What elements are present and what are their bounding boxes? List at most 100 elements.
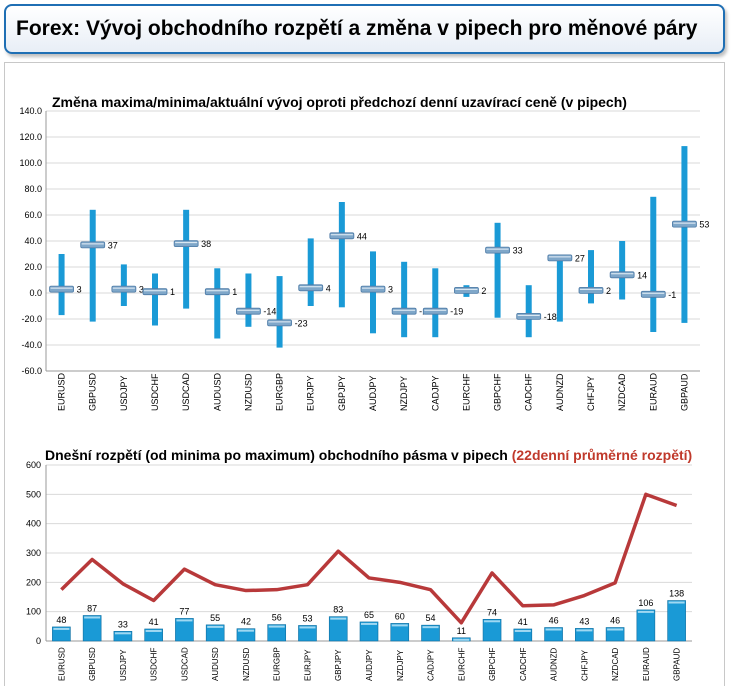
range-bar: [556, 259, 563, 322]
category-label: CHFJPY: [580, 649, 589, 681]
range-bar: [205, 624, 225, 642]
average-range-line: [60, 492, 678, 625]
value-label: 1: [232, 287, 237, 297]
bar-highlight: [176, 619, 193, 622]
range-bar: [52, 626, 71, 642]
y-tick-label: 20.0: [24, 262, 42, 272]
range-bar: [298, 625, 317, 642]
y-tick-label: 200: [26, 577, 41, 587]
y-tick-label: 80.0: [24, 184, 42, 194]
range-bar: [307, 238, 314, 306]
value-label: 46: [549, 616, 559, 626]
bar-highlight: [484, 620, 501, 623]
bar-highlight: [268, 625, 285, 628]
range-bar: [58, 254, 65, 316]
range-bar: [482, 618, 502, 642]
value-label: 3: [77, 285, 82, 295]
bar-highlight: [84, 616, 101, 619]
category-label: EURCHF: [461, 373, 471, 411]
bar-highlight: [237, 629, 254, 632]
range-bar: [236, 628, 256, 642]
bar-highlight: [545, 628, 562, 631]
range-bar: [152, 273, 158, 326]
category-label: CHFJPY: [586, 376, 596, 411]
chart2-title-main: Dnešní rozpětí (od minima po maximum) ob…: [45, 447, 508, 463]
value-label: -19: [450, 307, 463, 317]
value-label: 46: [610, 616, 620, 626]
category-label: NZDUSD: [243, 373, 253, 411]
y-tick-label: 100: [26, 607, 41, 617]
y-tick-label: 140.0: [19, 106, 42, 116]
category-label: USDJPY: [119, 649, 128, 681]
page-title: Forex: Vývoj obchodního rozpětí a změna …: [16, 17, 698, 40]
value-label: 2: [606, 286, 611, 296]
range-bar: [113, 631, 133, 642]
value-label: 48: [56, 615, 66, 625]
range-bar: [605, 627, 625, 642]
range-bar: [183, 209, 190, 309]
value-label: 56: [272, 613, 282, 623]
category-label: GBPCHF: [493, 373, 503, 411]
value-label: 41: [518, 617, 528, 627]
range-bar: [120, 264, 127, 306]
range-bar: [619, 241, 626, 300]
value-label: 14: [637, 270, 647, 280]
bar-highlight: [668, 601, 685, 604]
chart1-title: Změna maxima/minima/aktuální vývoj oprot…: [52, 94, 627, 110]
range-bar: [82, 615, 102, 642]
category-label: GBPJPY: [337, 375, 347, 411]
bar-highlight: [299, 626, 316, 629]
y-tick-label: 300: [26, 548, 41, 558]
range-bar: [588, 250, 594, 304]
category-label: USDCHF: [150, 373, 160, 411]
category-label: CADJPY: [427, 649, 436, 681]
bar-highlight: [607, 628, 624, 631]
category-label: AUDNZD: [555, 373, 565, 411]
category-label: EURAUD: [648, 372, 658, 411]
range-bar: [681, 146, 688, 323]
range-bar: [338, 202, 345, 308]
value-label: 3: [139, 285, 144, 295]
range-bar: [401, 261, 408, 338]
value-label: 55: [210, 613, 220, 623]
category-label: CADJPY: [430, 375, 440, 411]
bar-highlight: [207, 625, 224, 628]
category-label: EURGBP: [275, 373, 285, 411]
y-tick-label: 600: [26, 460, 41, 470]
y-tick-label: 40.0: [24, 236, 42, 246]
value-label: 33: [513, 246, 523, 256]
value-label: 53: [699, 220, 709, 230]
range-bar: [267, 624, 287, 642]
chart2-title: Dnešní rozpětí (od minima po maximum) ob…: [45, 447, 692, 463]
range-bar: [390, 623, 410, 642]
value-label: 42: [241, 617, 251, 627]
category-label: USDCHF: [150, 648, 159, 681]
bar-highlight: [514, 629, 531, 632]
range-bar: [575, 628, 594, 642]
value-label: 41: [149, 617, 159, 627]
bar-highlight: [422, 626, 439, 629]
range-bar: [175, 618, 194, 642]
value-label: 38: [201, 239, 211, 249]
value-label: 4: [326, 283, 331, 293]
value-label: 1: [170, 287, 175, 297]
value-label: 83: [333, 605, 343, 615]
range-bar: [214, 268, 221, 339]
value-label: 33: [118, 619, 128, 629]
bar-highlight: [114, 632, 131, 635]
category-label: NZDCAD: [617, 373, 627, 411]
category-label: AUDJPY: [365, 649, 374, 681]
value-label: -14: [263, 307, 276, 317]
category-label: EURJPY: [306, 375, 316, 411]
y-tick-label: 0.0: [29, 288, 42, 298]
bar-highlight: [637, 610, 654, 613]
y-tick-label: 60.0: [24, 210, 42, 220]
category-label: GBPUSD: [88, 372, 98, 411]
y-tick-label: 100.0: [19, 158, 42, 168]
range-bar: [89, 209, 96, 322]
range-bar: [525, 285, 532, 338]
value-label: 74: [487, 607, 497, 617]
range-bar: [276, 276, 283, 348]
y-tick-label: 500: [26, 489, 41, 499]
